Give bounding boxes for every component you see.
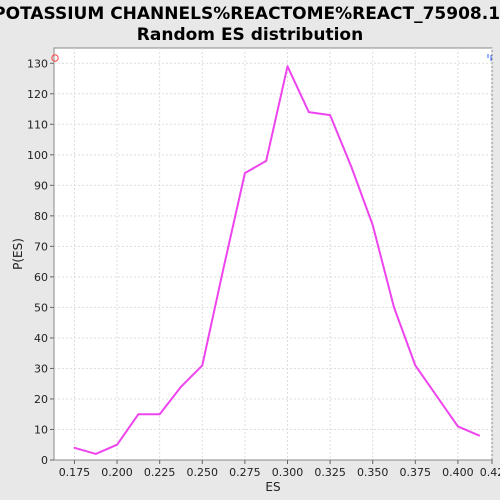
x-tick-label: 0.250 — [187, 466, 219, 479]
data-point — [457, 425, 459, 428]
data-point — [393, 306, 395, 309]
y-tick-label: 50 — [34, 301, 48, 314]
y-tick-label: 130 — [27, 57, 48, 70]
y-tick-label: 70 — [34, 240, 48, 253]
data-series — [73, 65, 481, 455]
data-point — [478, 434, 481, 437]
x-tick-label: 0.325 — [314, 466, 346, 479]
corner-marker-left — [51, 54, 59, 62]
x-axis-label: ES — [265, 480, 280, 494]
y-tick-label: 20 — [34, 393, 48, 406]
y-tick-label: 120 — [27, 88, 48, 101]
data-point — [94, 452, 97, 455]
y-axis-label: P(ES) — [11, 238, 25, 270]
y-tick-label: 40 — [34, 332, 48, 345]
x-tick-label: 0.275 — [229, 466, 261, 479]
chart-title-line2: Random ES distribution — [137, 25, 363, 45]
data-point — [265, 160, 268, 162]
x-tick-label: 0.350 — [357, 466, 389, 479]
corner-marker-right — [487, 54, 492, 61]
x-tick-label: 0.375 — [400, 466, 432, 479]
chart-title-line1: POTASSIUM CHANNELS%REACTOME%REACT_75908.… — [0, 4, 500, 24]
y-tick-label: 10 — [34, 423, 48, 436]
data-point — [201, 364, 204, 367]
series-line — [74, 65, 480, 455]
data-point — [329, 114, 331, 117]
y-tick-label: 100 — [27, 149, 48, 162]
x-tick-label: 0.400 — [442, 466, 474, 479]
y-tick-label: 110 — [27, 118, 48, 131]
data-point — [435, 395, 438, 397]
data-point — [307, 111, 310, 113]
data-point — [286, 65, 289, 68]
x-tick-label: 0.300 — [272, 466, 304, 479]
data-point — [414, 364, 417, 367]
y-tick-label: 60 — [34, 271, 48, 284]
data-point — [371, 224, 374, 226]
data-point — [116, 443, 118, 446]
plot-area — [53, 47, 493, 461]
data-point — [222, 266, 225, 269]
y-axis-ticks: 0 10 20 30 40 50 60 70 80 90 100 110 120 130 — [27, 57, 54, 467]
x-tick-label: 0.200 — [101, 466, 133, 479]
data-point — [158, 413, 161, 416]
data-point — [137, 413, 140, 416]
data-point — [73, 446, 76, 449]
y-tick-label: 80 — [34, 210, 48, 223]
y-tick-label: 0 — [41, 454, 48, 467]
data-point — [180, 385, 182, 388]
x-tick-label: 0.175 — [59, 466, 91, 479]
x-tick-label: 0.225 — [144, 466, 176, 479]
data-point — [350, 166, 353, 168]
y-tick-label: 30 — [34, 362, 48, 375]
data-point — [243, 172, 246, 175]
x-tick-label: 0.42 — [480, 466, 500, 479]
x-axis-ticks: 0.175 0.200 0.225 0.250 0.275 0.300 0.325 0.350… — [59, 460, 500, 479]
y-tick-label: 90 — [34, 179, 48, 192]
